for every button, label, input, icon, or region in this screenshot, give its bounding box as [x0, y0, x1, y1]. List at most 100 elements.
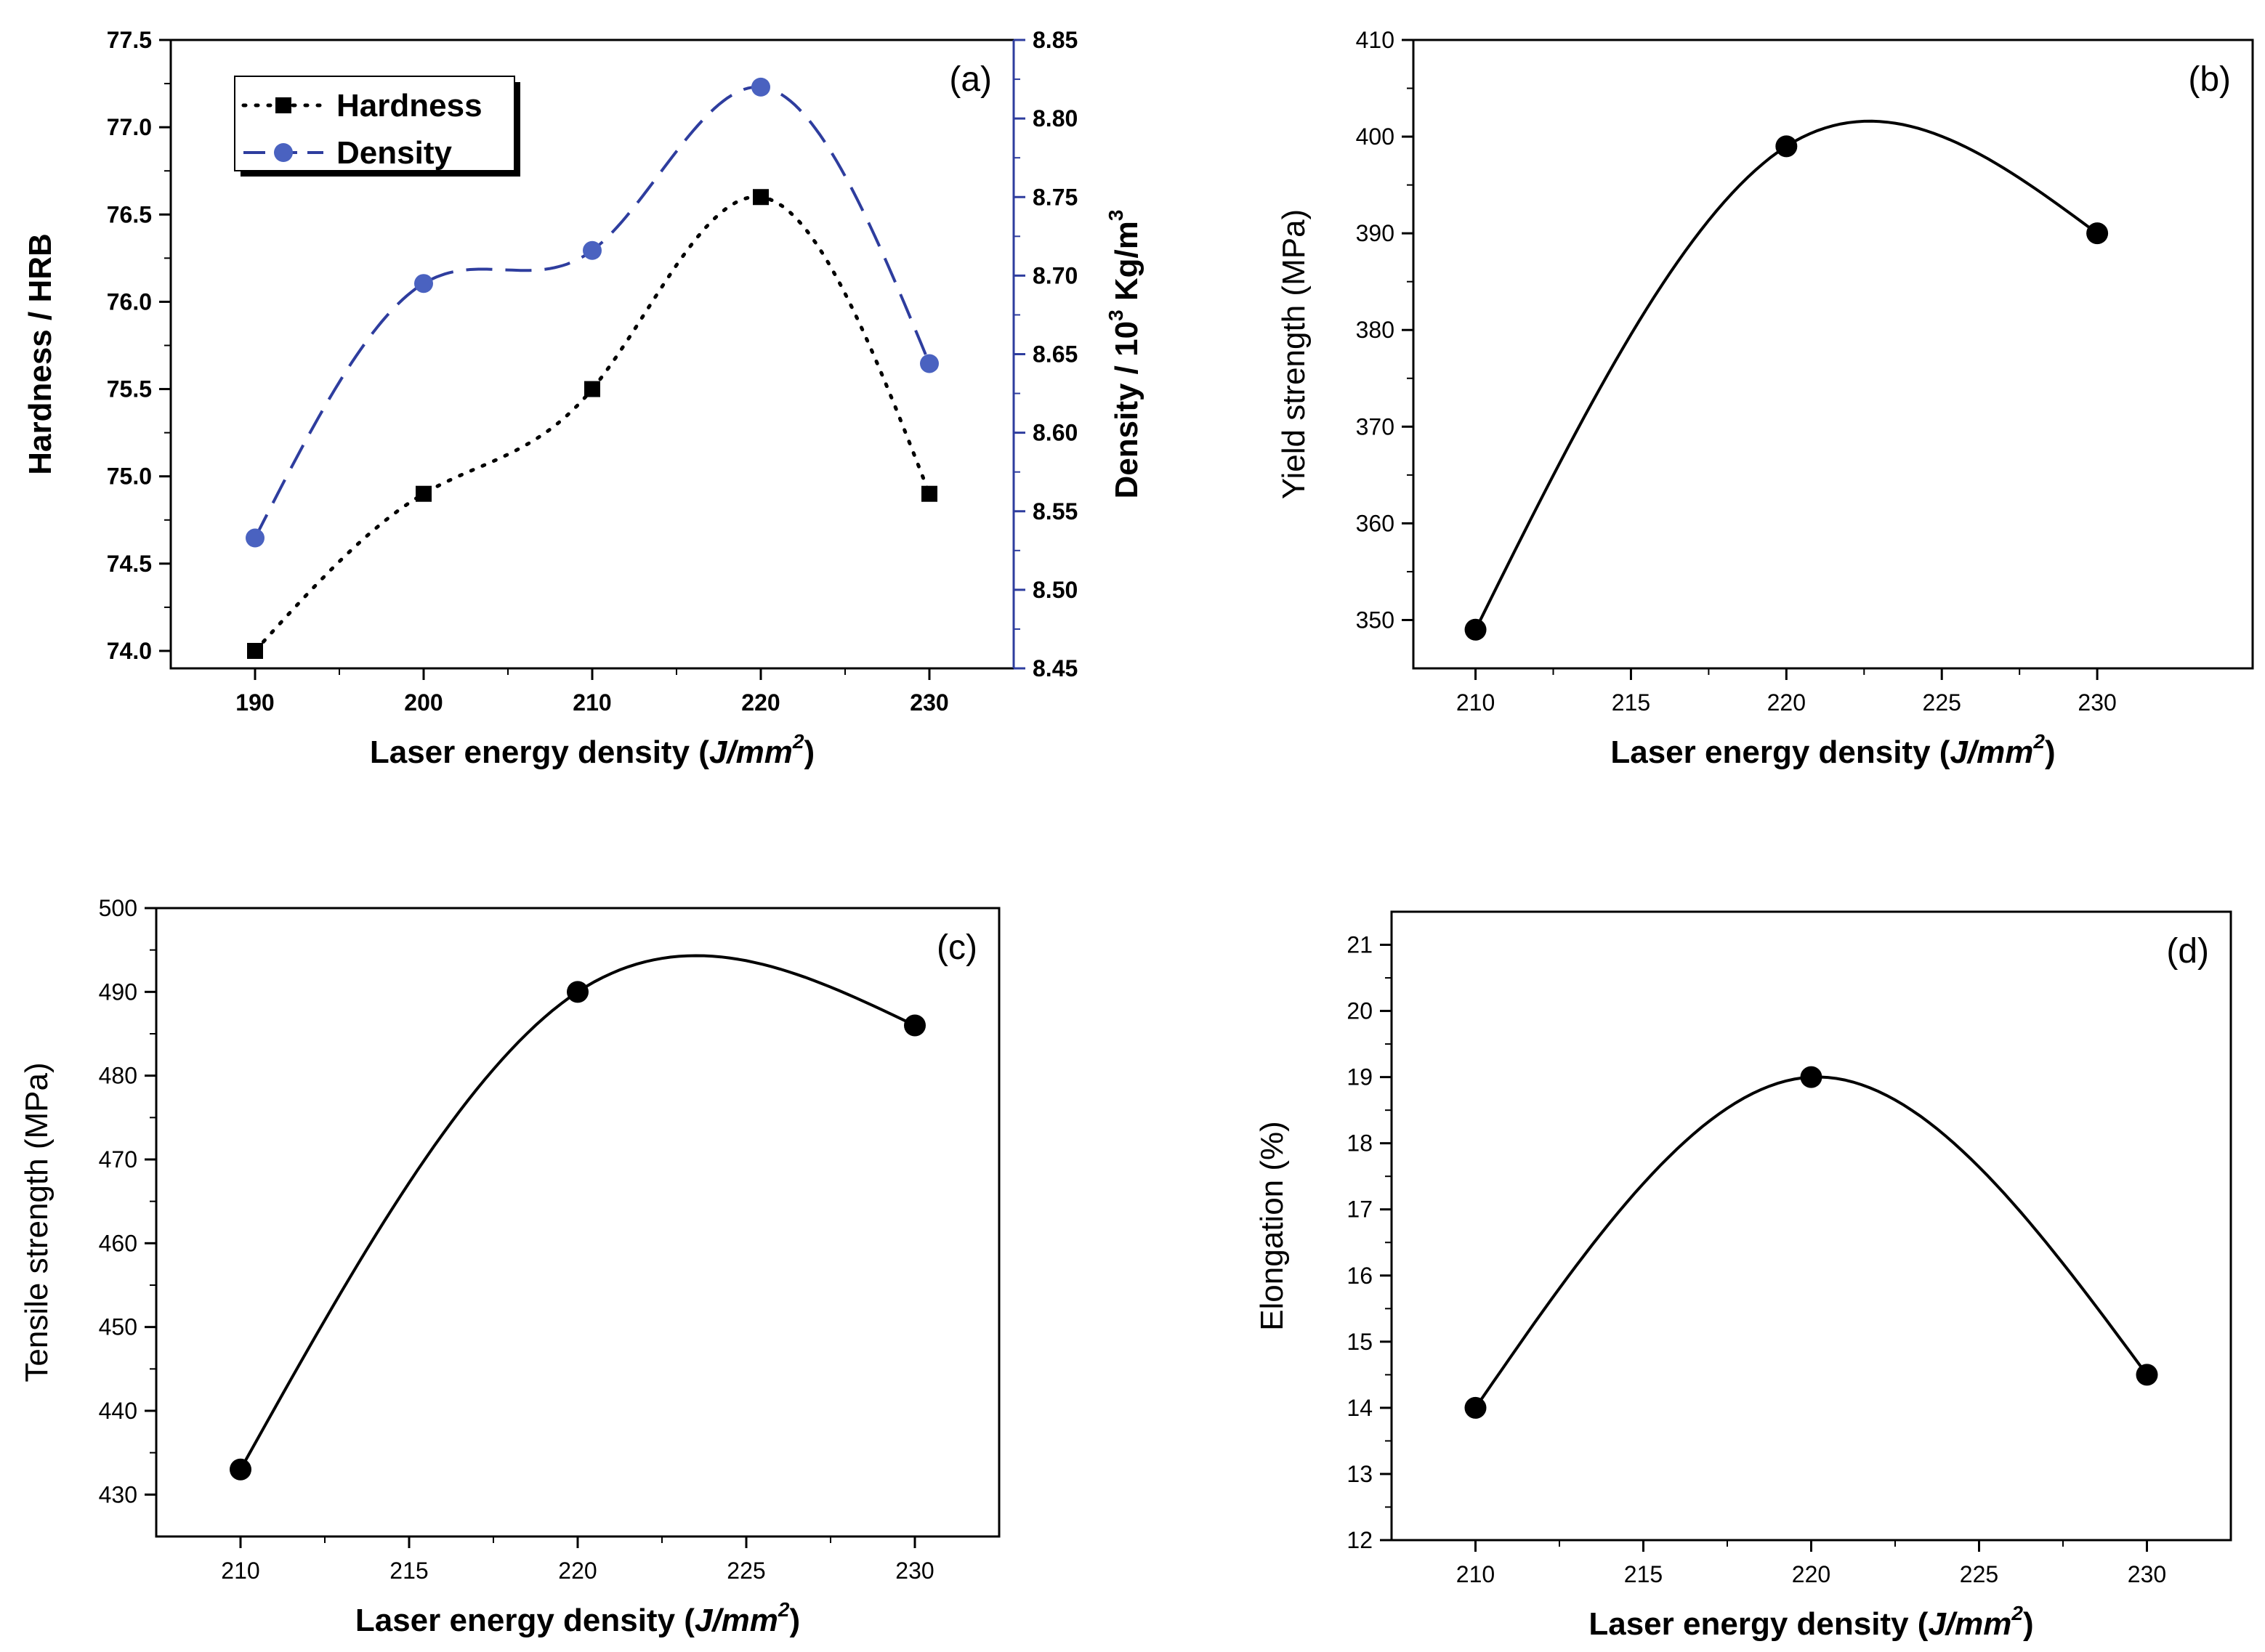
- x-tick-label: 215: [1624, 1561, 1663, 1587]
- data-point: [904, 1014, 926, 1037]
- series-line-b: [1474, 119, 2099, 631]
- y-tick-label: 77.5: [107, 27, 152, 53]
- data-point-density: [583, 240, 602, 260]
- y-tick-label: 76.0: [107, 288, 152, 315]
- y-tick-label: 470: [99, 1146, 137, 1173]
- data-point-hardness: [247, 642, 263, 659]
- y-tick-label: 17: [1347, 1197, 1373, 1223]
- data-point-density: [751, 77, 770, 97]
- legend-label: Hardness: [336, 88, 483, 124]
- series-line-c: [239, 954, 916, 1470]
- panel-label: (c): [937, 928, 977, 967]
- x-axis-label: Laser energy density (J/mm2): [1588, 1602, 2033, 1642]
- y2-tick-label: 8.55: [1033, 498, 1078, 525]
- y-tick-label: 410: [1356, 27, 1394, 53]
- y-tick-label: 440: [99, 1398, 137, 1424]
- x-tick-label: 210: [573, 689, 611, 716]
- y-tick-label: 400: [1356, 124, 1394, 150]
- y-tick-label: 16: [1347, 1263, 1373, 1289]
- y-tick-label: 19: [1347, 1064, 1373, 1090]
- y-tick-label: 75.0: [107, 463, 152, 490]
- y-tick-label: 380: [1356, 317, 1394, 343]
- x-tick-label: 210: [221, 1558, 259, 1584]
- y-tick-label: 15: [1347, 1329, 1373, 1355]
- x-tick-label: 230: [2078, 689, 2116, 716]
- y2-tick-label: 8.65: [1033, 341, 1078, 368]
- y-tick-label: 360: [1356, 510, 1394, 536]
- legend-marker: [275, 97, 291, 113]
- y-axis-label: Elongation (%): [1254, 1121, 1290, 1331]
- x-tick-label: 220: [1792, 1561, 1830, 1587]
- y-tick-label: 500: [99, 895, 137, 921]
- x-tick-label: 220: [1767, 689, 1806, 716]
- data-point-hardness: [584, 381, 600, 397]
- chart-panel-c: 210 215 220 225 230 430 440 450 460 470 480 490 500 L…: [19, 895, 1001, 1638]
- chart-panel-d: 210 215 220 225 230 12 13 14 15 16 17 18 19 20 21 Laser…: [1254, 910, 2232, 1642]
- y2-tick-label: 8.60: [1033, 420, 1078, 446]
- x-axis-label: Laser energy density (J/mm2): [370, 730, 815, 770]
- data-point-density: [414, 274, 433, 293]
- y-tick-label: 77.0: [107, 114, 152, 140]
- y-axis-label: Tensile strength (MPa): [19, 1062, 54, 1382]
- x-tick-label: 230: [910, 689, 948, 716]
- y2-tick-label: 8.45: [1033, 655, 1078, 681]
- y-tick-label: 12: [1347, 1527, 1373, 1553]
- y-tick-label: 390: [1356, 220, 1394, 246]
- y2-tick-label: 8.50: [1033, 577, 1078, 603]
- x-tick-label: 220: [741, 689, 780, 716]
- data-point-density: [246, 528, 265, 548]
- chart-panel-a: 190 200 210 220 230 74.0 74.5 75.0 75.5 76.0 76.5 7…: [23, 27, 1144, 770]
- y-tick-label: 74.0: [107, 638, 152, 664]
- y-tick-label: 14: [1347, 1395, 1373, 1421]
- y-tick-label: 18: [1347, 1130, 1373, 1157]
- x-tick-label: 200: [404, 689, 443, 716]
- series-line-d: [1474, 1075, 2149, 1409]
- y-tick-label: 21: [1347, 932, 1373, 958]
- data-point: [567, 981, 589, 1003]
- data-point-hardness: [753, 189, 769, 206]
- x-tick-label: 215: [389, 1558, 428, 1584]
- y-tick-label: 350: [1356, 607, 1394, 633]
- y-axis-label: Hardness / HRB: [23, 233, 58, 475]
- y2-tick-label: 8.85: [1033, 27, 1078, 53]
- chart-panel-b: 210 215 220 225 230 350 360 370 380 390 400 410 Lase…: [1276, 27, 2254, 770]
- y-tick-label: 13: [1347, 1461, 1373, 1487]
- data-point: [1775, 135, 1798, 158]
- x-tick-label: 230: [895, 1558, 934, 1584]
- data-point-hardness: [921, 485, 937, 502]
- y-tick-label: 76.5: [107, 201, 152, 227]
- y-tick-label: 430: [99, 1481, 137, 1507]
- panel-label: (a): [949, 60, 992, 99]
- panel-label: (b): [2188, 60, 2231, 99]
- data-point: [1464, 618, 1487, 641]
- y-tick-label: 20: [1347, 998, 1373, 1024]
- panel-label: (d): [2166, 932, 2209, 971]
- plot-frame: [1390, 910, 2232, 1542]
- plot-frame: [1412, 39, 2254, 670]
- x-tick-label: 210: [1456, 1561, 1495, 1587]
- y2-tick-label: 8.80: [1033, 105, 1078, 131]
- y-axis-label: Yield strength (MPa): [1276, 209, 1312, 499]
- y-tick-label: 450: [99, 1314, 137, 1340]
- y-tick-label: 490: [99, 979, 137, 1005]
- y2-tick-label: 8.75: [1033, 184, 1078, 210]
- legend-label: Density: [336, 135, 452, 171]
- x-tick-label: 215: [1612, 689, 1650, 716]
- data-point-hardness: [416, 485, 432, 502]
- y2-tick-label: 8.70: [1033, 262, 1078, 288]
- y-tick-label: 74.5: [107, 551, 152, 577]
- data-point: [1800, 1066, 1822, 1088]
- y-tick-label: 480: [99, 1063, 137, 1089]
- x-tick-label: 210: [1456, 689, 1495, 716]
- x-tick-label: 190: [235, 689, 274, 716]
- data-point: [2136, 1364, 2158, 1386]
- y-tick-label: 460: [99, 1230, 137, 1256]
- data-point: [1464, 1396, 1487, 1419]
- data-point-density: [920, 354, 939, 373]
- series-line-hardness: [253, 195, 932, 653]
- x-tick-label: 225: [1960, 1561, 1998, 1587]
- y2-axis-label: Density / 103 Kg/m3: [1105, 210, 1144, 499]
- x-axis-label: Laser energy density (J/mm2): [355, 1598, 800, 1638]
- x-tick-label: 230: [2128, 1561, 2166, 1587]
